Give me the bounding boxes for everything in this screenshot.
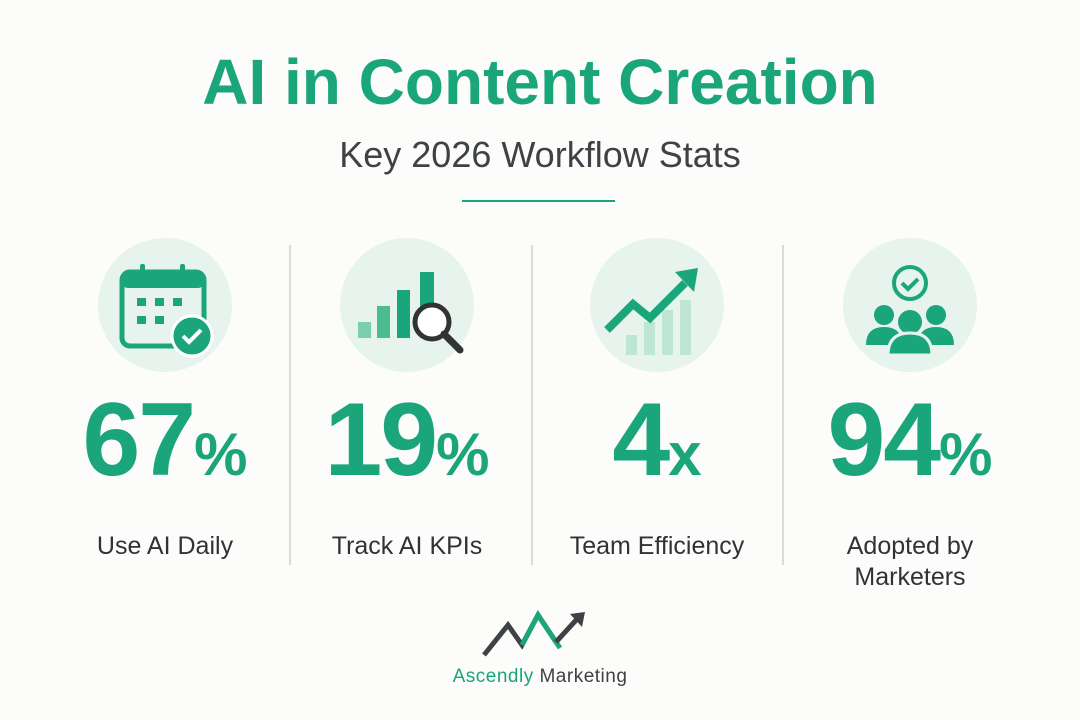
team-icon <box>866 265 954 357</box>
title: AI in Content Creation <box>202 46 878 118</box>
stat-number: 67 <box>82 382 196 498</box>
logo: Ascendly Marketing <box>0 666 1080 688</box>
stat-value: 94% <box>790 388 1030 521</box>
stat: 94% Adopted by Marketers <box>790 388 1030 593</box>
stat-number: 4 <box>612 382 670 498</box>
logo-suffix: Marketing <box>539 666 628 687</box>
stat: 67% Use AI Daily <box>45 388 285 562</box>
icon-circles <box>98 238 977 372</box>
stat-unit: x <box>668 421 702 488</box>
stat-number: 94 <box>827 382 941 498</box>
column-dividers <box>289 245 784 565</box>
logo-brand: Ascendly <box>452 666 534 687</box>
stat-unit: % <box>194 421 248 488</box>
growth-icon <box>604 268 698 355</box>
stat-value: 4x <box>537 388 777 521</box>
stat-label: Track AI KPIs <box>331 532 483 560</box>
stat: 19% Track AI KPIs <box>287 388 527 562</box>
stat-number: 19 <box>324 382 438 498</box>
stat-label: Team Efficiency <box>569 532 745 560</box>
logo-mark <box>482 610 585 657</box>
calendar-icon <box>119 264 214 358</box>
stat-unit: % <box>939 421 993 488</box>
stat: 4x Team Efficiency <box>537 388 777 562</box>
kpi-icon <box>358 272 464 354</box>
stat-value: 19% <box>287 388 527 521</box>
stat-unit: % <box>436 421 490 488</box>
stat-value: 67% <box>45 388 285 521</box>
stat-label: Adopted by Marketers <box>846 532 974 591</box>
subtitle: Key 2026 Workflow Stats <box>339 134 741 175</box>
stat-label: Use AI Daily <box>96 532 234 560</box>
